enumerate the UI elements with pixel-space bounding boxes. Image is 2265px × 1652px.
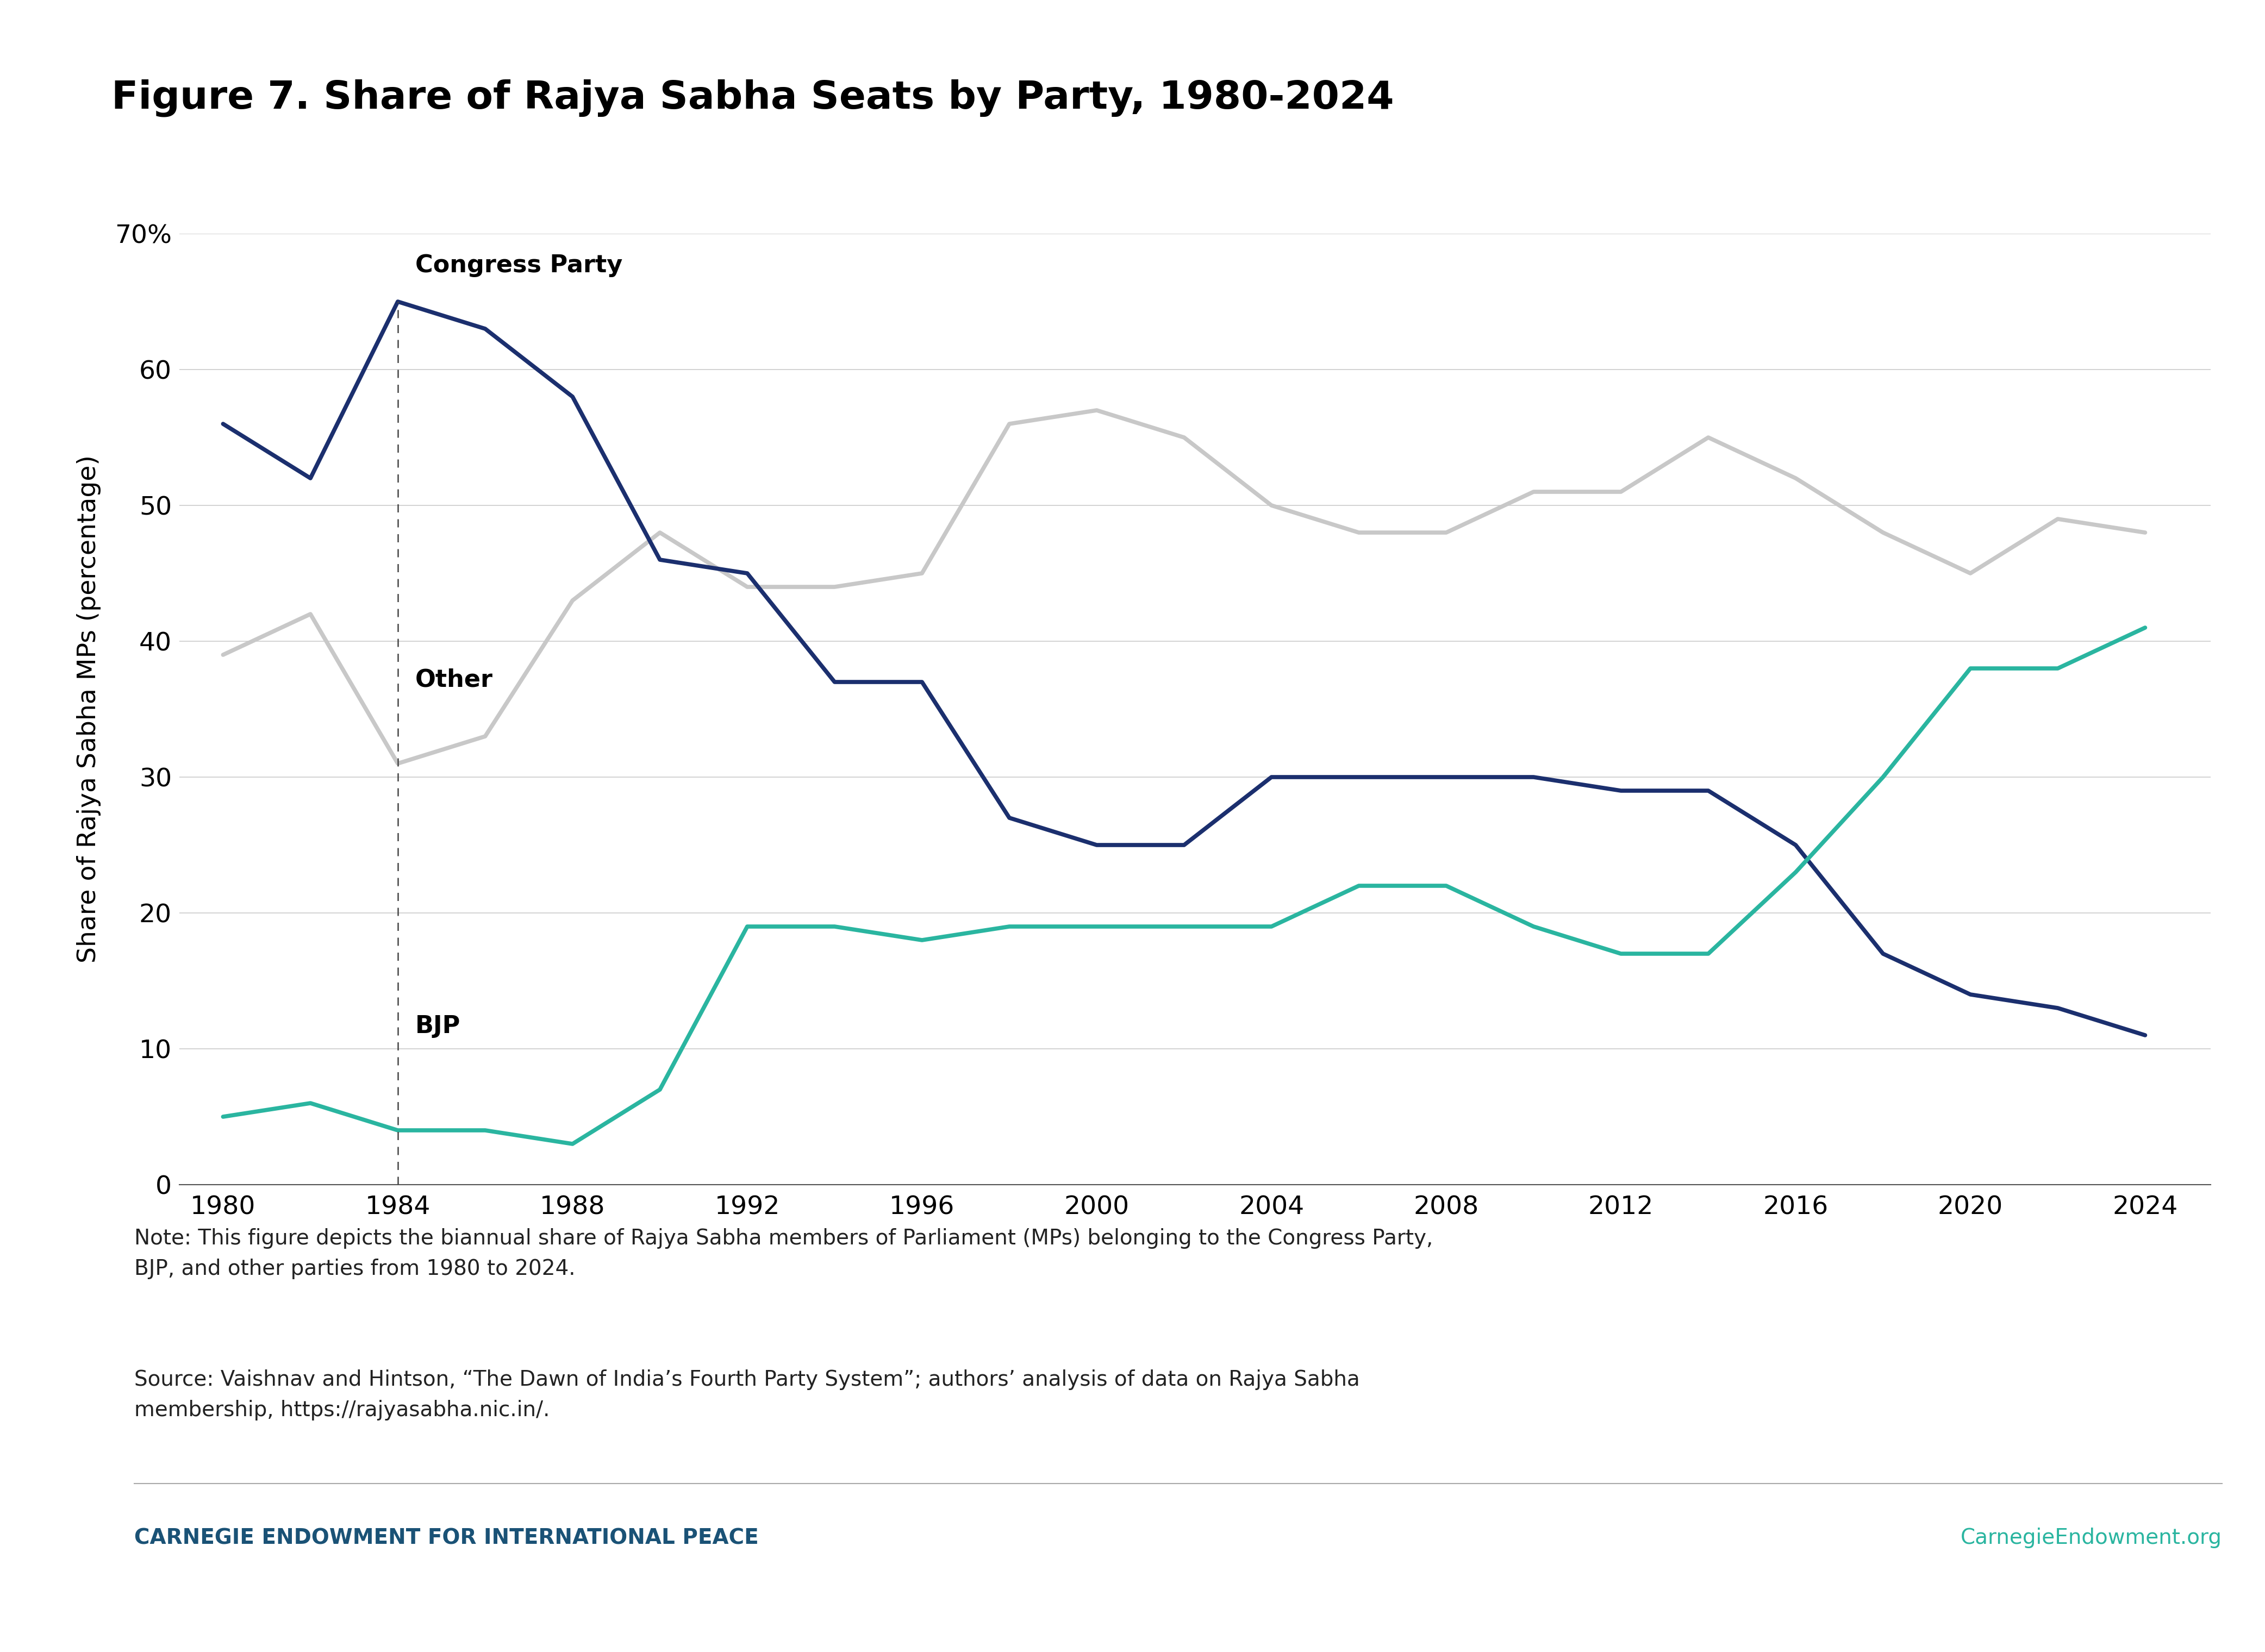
Text: Source: Vaishnav and Hintson, “The Dawn of India’s Fourth Party System”; authors: Source: Vaishnav and Hintson, “The Dawn … [134, 1370, 1359, 1421]
Text: Congress Party: Congress Party [414, 254, 623, 278]
Text: Figure 7. Share of Rajya Sabha Seats by Party, 1980-2024: Figure 7. Share of Rajya Sabha Seats by … [111, 79, 1393, 117]
Text: Note: This figure depicts the biannual share of Rajya Sabha members of Parliamen: Note: This figure depicts the biannual s… [134, 1227, 1434, 1279]
Text: BJP: BJP [414, 1014, 460, 1037]
Text: Other: Other [414, 669, 494, 692]
Text: CARNEGIE ENDOWMENT FOR INTERNATIONAL PEACE: CARNEGIE ENDOWMENT FOR INTERNATIONAL PEA… [134, 1528, 759, 1548]
Text: CarnegieEndowment.org: CarnegieEndowment.org [1961, 1528, 2222, 1548]
Y-axis label: Share of Rajya Sabha MPs (percentage): Share of Rajya Sabha MPs (percentage) [77, 456, 102, 963]
